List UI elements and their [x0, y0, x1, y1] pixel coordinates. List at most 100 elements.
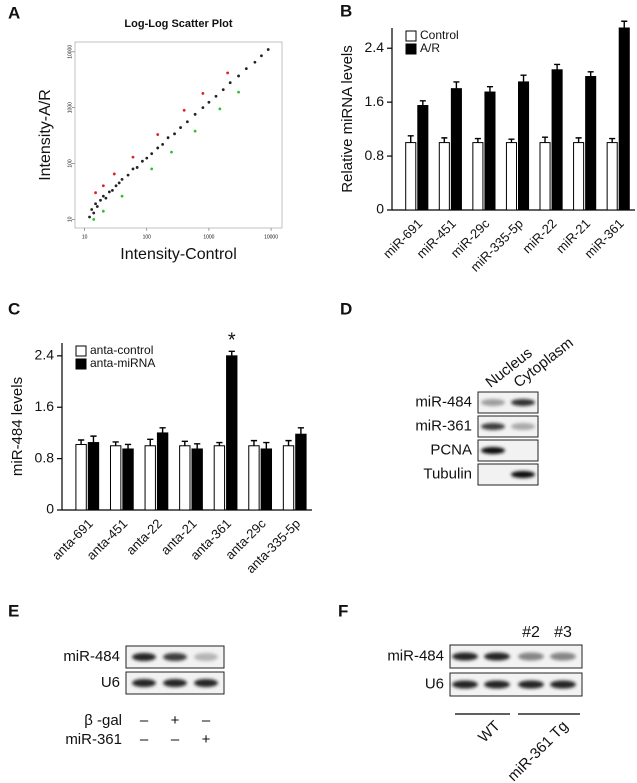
- scatter-point: [161, 142, 165, 146]
- scatter-point: [214, 94, 218, 98]
- error-bar: [77, 439, 85, 445]
- y-tick-label: 0.8: [365, 147, 385, 163]
- x-tick-label: anta-22: [123, 516, 165, 558]
- scatter-point: [95, 205, 99, 208]
- annotation: *: [228, 330, 236, 352]
- bar: [539, 142, 551, 211]
- bar: [551, 69, 563, 211]
- scatter-point: [156, 146, 160, 150]
- scatter-point: [112, 172, 116, 176]
- scatter-point: [150, 167, 154, 171]
- condition-sign: +: [171, 712, 180, 729]
- scatter-point: [114, 184, 118, 188]
- band: [518, 652, 544, 661]
- legend-swatch: [405, 30, 417, 42]
- condition-sign: –: [202, 712, 211, 729]
- y-tick-label: 0: [376, 201, 384, 217]
- band: [481, 423, 505, 430]
- band: [481, 447, 505, 454]
- scatter-point: [126, 173, 130, 177]
- row-label: miR-484: [415, 393, 472, 410]
- scatter-point: [120, 177, 124, 181]
- bar: [226, 355, 238, 511]
- bar: [75, 443, 87, 511]
- y-tick-label: 1.6: [35, 398, 55, 414]
- scatter-point: [92, 217, 96, 221]
- lane-label: #3: [554, 624, 572, 641]
- band: [518, 680, 544, 689]
- band: [511, 399, 535, 406]
- scatter-point: [228, 81, 232, 85]
- scatter-point: [101, 209, 105, 213]
- y-tick-label: 2.4: [35, 347, 55, 363]
- scatter-point: [207, 100, 211, 104]
- error-bar: [181, 440, 188, 446]
- y-tick-label: 0.8: [35, 449, 55, 465]
- scatter-point: [193, 129, 197, 133]
- condition-sign: –: [140, 731, 149, 748]
- scatter-point: [150, 152, 154, 156]
- band: [163, 679, 187, 687]
- band: [132, 679, 156, 687]
- bar: [248, 445, 260, 511]
- error-bar: [441, 137, 448, 143]
- scatter-point: [201, 92, 205, 95]
- condition-sign: +: [202, 731, 211, 748]
- scatter-point: [218, 107, 222, 111]
- scatter-point: [260, 54, 263, 58]
- bar: [484, 91, 496, 211]
- band: [452, 652, 478, 661]
- legend-swatch: [75, 358, 87, 370]
- panel-label: F: [338, 601, 348, 620]
- y-tick-label: 2.4: [365, 39, 385, 55]
- scatter-point: [179, 126, 182, 129]
- scatter-point: [135, 166, 139, 169]
- error-bar: [228, 350, 235, 356]
- bar: [518, 81, 530, 211]
- x-axis-label: Intensity-Control: [120, 246, 237, 263]
- error-bar: [486, 85, 493, 93]
- bar: [472, 142, 484, 211]
- panel-label: B: [340, 1, 352, 20]
- legend-label: Control: [420, 28, 459, 42]
- condition-label: miR-361: [65, 731, 122, 748]
- bar: [122, 448, 134, 511]
- lane-label: #2: [522, 624, 540, 641]
- y-axis-label: Relative miRNA levels: [339, 45, 356, 193]
- scatter-point: [237, 74, 240, 78]
- bar: [505, 142, 517, 211]
- bar: [179, 445, 191, 511]
- scatter-point: [226, 71, 230, 75]
- band: [484, 680, 510, 689]
- error-bar: [474, 137, 481, 143]
- band: [132, 653, 156, 661]
- bar: [87, 442, 100, 511]
- scatter-point: [170, 150, 173, 154]
- error-bar: [124, 443, 132, 449]
- error-bar: [520, 74, 527, 82]
- blot: [449, 672, 583, 697]
- error-bar: [407, 135, 414, 143]
- row-label: U6: [425, 675, 444, 692]
- group-label: miR-361 Tg: [504, 718, 571, 783]
- error-bar: [216, 441, 223, 446]
- scatter-point: [111, 188, 114, 192]
- row-label: miR-361: [415, 417, 472, 434]
- panel-label: A: [8, 3, 20, 22]
- blot: [477, 463, 539, 486]
- band: [484, 652, 510, 661]
- panel-label: D: [340, 299, 352, 318]
- blot: [477, 391, 539, 414]
- scatter-point: [182, 108, 186, 112]
- x-tick-label: miR-22: [519, 216, 559, 256]
- scatter-point: [145, 156, 149, 160]
- legend-swatch: [75, 345, 87, 357]
- scatter-point: [166, 136, 170, 140]
- condition-sign: –: [140, 712, 149, 729]
- blot: [477, 439, 539, 462]
- row-label: Tubulin: [423, 465, 472, 482]
- chart-title: Log-Log Scatter Plot: [124, 18, 233, 30]
- bar: [282, 445, 295, 511]
- x-tick-label: 1000: [203, 234, 214, 240]
